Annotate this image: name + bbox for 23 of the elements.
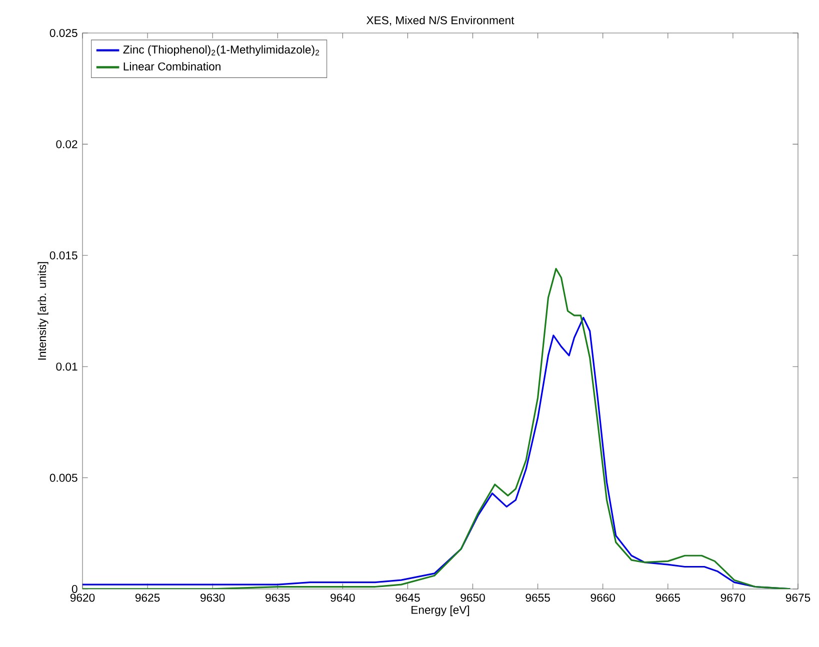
x-tick-label: 9635 <box>266 594 290 602</box>
x-tick-label: 9620 <box>70 594 95 602</box>
x-tick-label: 9670 <box>720 594 746 602</box>
y-axis-title: Intensity [arb. units] <box>38 262 48 360</box>
x-tick-label: 9640 <box>330 594 355 602</box>
x-tick-label: 9650 <box>460 594 485 602</box>
x-tick-label: 9675 <box>786 594 810 602</box>
x-tick-label: 9660 <box>590 594 616 602</box>
y-tick-label: 0 <box>72 584 78 593</box>
x-tick-label: 9665 <box>656 594 680 602</box>
legend-label: Linear Combination <box>124 62 220 70</box>
y-tick-label: 0.02 <box>56 140 78 148</box>
legend-label: Zinc (Thiophenol)$_{2}$(1-Methylimidazole)$_{2}$ <box>123 45 320 56</box>
chart-title: XES, Mixed N/S Environment <box>366 16 514 26</box>
y-tick-label: 0.005 <box>50 474 78 482</box>
x-axis-title: Energy [eV] <box>412 606 470 616</box>
x-tick-label: 9630 <box>200 594 225 602</box>
y-tick-label: 0.025 <box>50 28 78 38</box>
x-tick-label: 9655 <box>526 594 550 602</box>
y-tick-label: 0.01 <box>56 362 78 371</box>
x-tick-label: 9645 <box>396 594 420 602</box>
x-tick-label: 9625 <box>135 594 160 602</box>
y-tick-label: 0.015 <box>50 251 78 260</box>
